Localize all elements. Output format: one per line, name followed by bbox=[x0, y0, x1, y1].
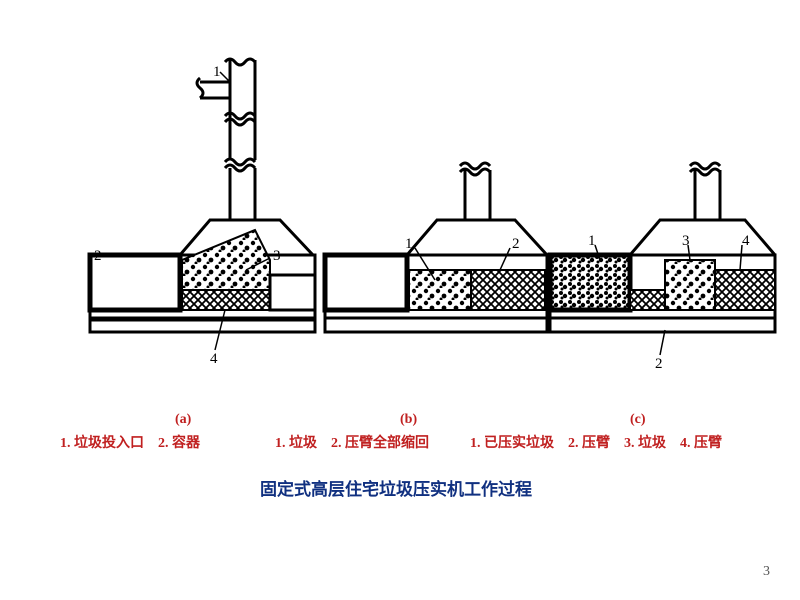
compactor-diagram: 1 2 3 4 1 2 bbox=[70, 60, 730, 380]
svg-text:2: 2 bbox=[512, 236, 520, 252]
svg-text:3: 3 bbox=[682, 233, 690, 249]
svg-text:3: 3 bbox=[273, 248, 281, 264]
svg-text:1: 1 bbox=[588, 233, 596, 249]
svg-text:2: 2 bbox=[94, 248, 102, 264]
panel-c: 1 2 3 4 bbox=[550, 163, 775, 372]
panel-a: 1 2 3 4 bbox=[90, 59, 315, 367]
legend-c: 1. 已压实垃圾 2. 压臂 3. 垃圾 4. 压臂 bbox=[470, 432, 722, 452]
svg-text:1: 1 bbox=[213, 64, 221, 80]
svg-text:1: 1 bbox=[405, 236, 413, 252]
panel-label-c: (c) bbox=[630, 412, 646, 428]
panel-label-b: (b) bbox=[400, 412, 417, 428]
panel-label-a: (a) bbox=[175, 412, 191, 428]
panel-b: 1 2 bbox=[325, 163, 547, 332]
page-number: 3 bbox=[763, 564, 770, 580]
svg-text:2: 2 bbox=[655, 356, 663, 372]
legend-b: 1. 垃圾 2. 压臂全部缩回 bbox=[275, 432, 429, 452]
diagram-area: 1 2 3 4 1 2 bbox=[70, 60, 730, 380]
svg-text:4: 4 bbox=[210, 351, 218, 367]
main-caption: 固定式高层住宅垃圾压实机工作过程 bbox=[260, 475, 532, 500]
svg-text:4: 4 bbox=[742, 233, 750, 249]
legend-a: 1. 垃圾投入口 2. 容器 bbox=[60, 432, 200, 452]
